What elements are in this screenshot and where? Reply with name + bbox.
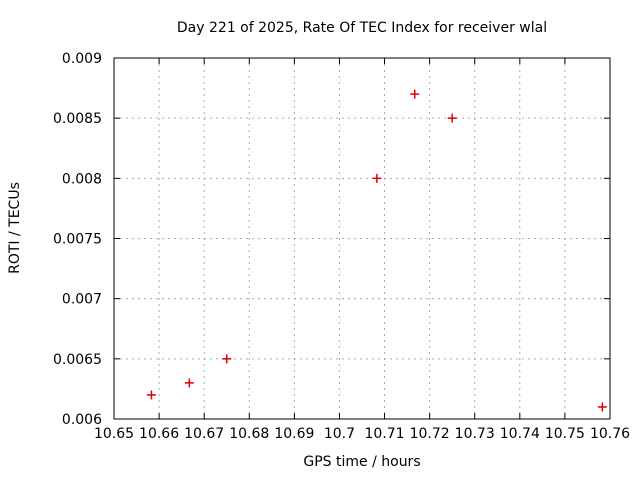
x-tick-label: 10.73 — [455, 426, 495, 442]
y-tick-label: 0.0085 — [53, 111, 102, 127]
x-tick-label: 10.66 — [139, 426, 179, 442]
y-axis-title: ROTI / TECUs — [7, 182, 23, 274]
y-tick-label: 0.0075 — [53, 232, 102, 248]
x-tick-label: 10.65 — [94, 426, 134, 442]
y-tick-label: 0.006 — [62, 412, 102, 428]
x-tick-label: 10.69 — [274, 426, 314, 442]
x-tick-label: 10.68 — [229, 426, 269, 442]
x-tick-label: 10.74 — [500, 426, 540, 442]
y-tick-label: 0.007 — [62, 292, 102, 308]
y-tick-label: 0.008 — [62, 171, 102, 187]
x-tick-label: 10.71 — [364, 426, 404, 442]
x-tick-label: 10.76 — [590, 426, 630, 442]
y-tick-label: 0.009 — [62, 51, 102, 67]
x-tick-label: 10.67 — [184, 426, 224, 442]
y-tick-label: 0.0065 — [53, 352, 102, 368]
x-axis-title: GPS time / hours — [303, 454, 421, 470]
x-tick-label: 10.7 — [324, 426, 355, 442]
x-tick-label: 10.72 — [410, 426, 450, 442]
x-tick-label: 10.75 — [545, 426, 585, 442]
chart-title: Day 221 of 2025, Rate Of TEC Index for r… — [176, 20, 548, 36]
